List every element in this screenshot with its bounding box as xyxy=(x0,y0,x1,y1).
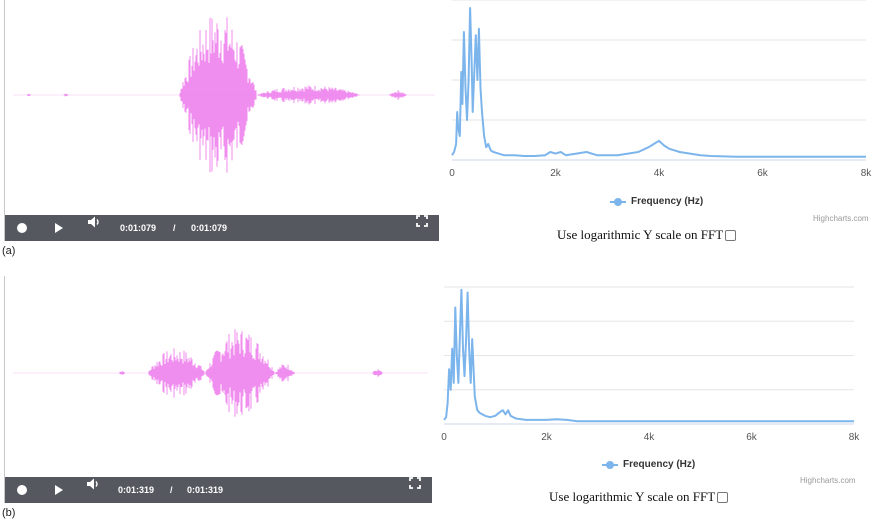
audio-player: 0:01:319 / 0:01:319 xyxy=(4,276,432,503)
waveform xyxy=(13,329,428,417)
fft-plot xyxy=(451,0,866,161)
x-tick-label: 8k xyxy=(848,432,860,443)
x-tick-label: 0 xyxy=(441,432,447,443)
fft-chart: 0 2k 4k 6k 8k Frequency (Hz) Highcharts.com … xyxy=(432,262,872,524)
player-controls-bar: 0:01:079 / 0:01:079 xyxy=(5,215,439,241)
log-scale-option: Use logarithmic Y scale on FFT xyxy=(557,227,737,243)
x-tick-label: 6k xyxy=(746,432,757,443)
fullscreen-icon[interactable] xyxy=(409,477,421,489)
chart-legend[interactable]: Frequency (Hz) xyxy=(610,196,703,207)
fft-series-line[interactable] xyxy=(443,288,854,423)
waveform-signal xyxy=(27,17,407,173)
current-time: 0:01:319 xyxy=(118,485,155,495)
x-tick-label: 8k xyxy=(860,168,872,179)
record-icon[interactable] xyxy=(17,485,27,495)
play-icon[interactable] xyxy=(55,223,63,233)
panel-label: (b) xyxy=(2,507,16,519)
waveform xyxy=(13,17,435,173)
legend-marker-icon xyxy=(602,460,618,470)
x-tick-label: 6k xyxy=(757,168,768,179)
legend-marker-icon xyxy=(610,197,626,207)
waveform-signal xyxy=(119,329,383,417)
x-tick-label: 4k xyxy=(643,432,655,443)
x-tick-label: 4k xyxy=(653,168,665,179)
panel-label: (a) xyxy=(2,245,16,257)
fft-chart: 0 2k 4k 6k 8k Frequency (Hz) Highcharts.com … xyxy=(440,0,880,262)
panel-b: 0:01:319 / 0:01:319 (b) 0 2k 4k 6k 8k Freque… xyxy=(0,262,880,524)
x-tick-label: 2k xyxy=(541,432,552,443)
volume-icon[interactable] xyxy=(87,215,101,229)
log-scale-checkbox[interactable] xyxy=(717,491,729,503)
volume-icon[interactable] xyxy=(86,477,100,491)
play-icon[interactable] xyxy=(55,485,63,495)
log-scale-label: Use logarithmic Y scale on FFT xyxy=(549,489,716,504)
x-tick-label: 0 xyxy=(449,168,455,179)
chart-legend[interactable]: Frequency (Hz) xyxy=(602,459,695,470)
time-separator: / xyxy=(170,485,173,495)
log-scale-option: Use logarithmic Y scale on FFT xyxy=(549,489,729,505)
time-separator: / xyxy=(173,223,176,233)
credits-link[interactable]: Highcharts.com xyxy=(800,476,856,485)
credits-link[interactable]: Highcharts.com xyxy=(813,214,869,223)
current-time: 0:01:079 xyxy=(120,223,157,233)
fft-plot xyxy=(443,286,854,425)
total-time: 0:01:079 xyxy=(191,223,228,233)
log-scale-checkbox[interactable] xyxy=(725,229,737,241)
total-time: 0:01:319 xyxy=(187,485,224,495)
audio-player: 0:01:079 / 0:01:079 xyxy=(4,0,439,241)
player-controls-bar: 0:01:319 / 0:01:319 xyxy=(5,477,432,503)
log-scale-label: Use logarithmic Y scale on FFT xyxy=(557,227,724,242)
legend-label: Frequency (Hz) xyxy=(623,459,696,470)
x-tick-label: 2k xyxy=(550,168,561,179)
record-icon[interactable] xyxy=(17,223,27,233)
legend-label: Frequency (Hz) xyxy=(631,196,704,207)
panel-a: 0:01:079 / 0:01:079 (a) 0 2k 4k 6k 8k Freque… xyxy=(2,0,880,262)
fullscreen-icon[interactable] xyxy=(416,215,428,227)
fft-series-line[interactable] xyxy=(451,7,866,158)
